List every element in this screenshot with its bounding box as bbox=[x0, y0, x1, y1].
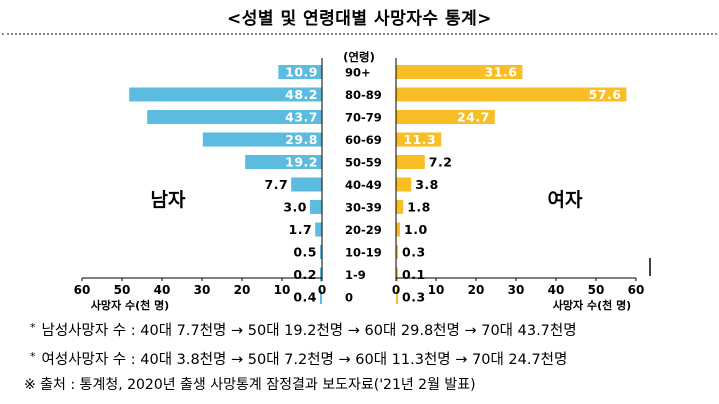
male-value-label: 19.2 bbox=[285, 155, 318, 170]
male-value-label: 3.0 bbox=[283, 200, 307, 215]
left-axis-tick-label: 50 bbox=[114, 283, 131, 297]
male-value-label: 29.8 bbox=[285, 132, 318, 147]
female-bar bbox=[396, 87, 627, 102]
age-category-label: 20-29 bbox=[345, 223, 382, 237]
female-value-label: 7.2 bbox=[429, 155, 453, 170]
female-series-label: 여자 bbox=[548, 189, 583, 211]
male-value-label: 10.9 bbox=[285, 65, 318, 80]
male-note: * 남성사망자 수 : 40대 7.7천명 → 50대 19.2천명 → 60대 … bbox=[30, 319, 719, 340]
age-category-label: 90+ bbox=[345, 66, 371, 80]
male-bar bbox=[147, 110, 322, 124]
male-bar bbox=[291, 177, 322, 192]
male-value-label: 48.2 bbox=[285, 87, 318, 102]
male-value-label: 7.7 bbox=[265, 177, 289, 192]
female-value-label: 0.3 bbox=[402, 245, 426, 260]
male-bar bbox=[320, 267, 322, 282]
male-bar bbox=[245, 155, 322, 169]
age-header: (연령) bbox=[343, 50, 375, 64]
female-bar bbox=[396, 110, 495, 124]
left-axis-tick-label: 10 bbox=[274, 283, 291, 297]
male-value-label: 0.2 bbox=[293, 267, 317, 282]
female-bar bbox=[396, 65, 523, 79]
female-value-label: 1.8 bbox=[407, 200, 431, 215]
female-bar bbox=[396, 222, 400, 237]
source-note: ※ 출처 : 통계청, 2020년 출생 사망통계 잠정결과 보도자료('21년… bbox=[24, 377, 476, 393]
male-value-label: 0.4 bbox=[293, 290, 317, 305]
right-axis-tick-label: 10 bbox=[428, 283, 445, 297]
chart-title: <성별 및 연령대별 사망자수 통계> bbox=[227, 9, 492, 29]
female-bar bbox=[396, 245, 398, 259]
female-bar bbox=[396, 155, 425, 169]
right-axis-tick-label: 60 bbox=[628, 283, 645, 297]
female-value-label: 57.6 bbox=[589, 87, 622, 102]
female-bar bbox=[396, 132, 442, 147]
age-category-label: 80-89 bbox=[345, 88, 382, 102]
female-bar bbox=[396, 267, 398, 282]
male-value-label: 1.7 bbox=[289, 222, 313, 237]
left-axis-tick-label: 40 bbox=[154, 283, 171, 297]
dotted-divider bbox=[2, 33, 717, 35]
male-note-bullet: * bbox=[30, 321, 36, 334]
male-series-label: 남자 bbox=[151, 189, 186, 211]
female-value-label: 1.0 bbox=[404, 222, 428, 237]
female-value-label: 31.6 bbox=[485, 65, 518, 80]
age-category-label: 0 bbox=[345, 291, 353, 305]
female-value-label: 0.1 bbox=[402, 267, 426, 282]
right-axis-tick-label: 40 bbox=[548, 283, 565, 297]
female-bar bbox=[396, 290, 398, 304]
left-axis-title: 사망자 수(천 명) bbox=[91, 298, 169, 312]
female-note-bullet: * bbox=[30, 350, 36, 363]
age-category-label: 50-59 bbox=[345, 156, 382, 170]
left-axis-tick-label: 30 bbox=[194, 283, 211, 297]
male-bar bbox=[310, 200, 322, 214]
male-bar bbox=[320, 245, 322, 259]
male-bar bbox=[278, 65, 322, 79]
male-note-text: 남성사망자 수 : 40대 7.7천명 → 50대 19.2천명 → 60대 2… bbox=[41, 323, 577, 339]
female-value-label: 24.7 bbox=[457, 110, 490, 125]
right-axis-tick-label: 50 bbox=[588, 283, 605, 297]
age-category-label: 1-9 bbox=[345, 268, 366, 282]
age-category-label: 40-49 bbox=[345, 178, 382, 192]
age-category-label: 60-69 bbox=[345, 133, 382, 147]
left-axis-tick-label: 20 bbox=[234, 283, 251, 297]
male-value-label: 43.7 bbox=[285, 110, 318, 125]
male-value-label: 0.5 bbox=[293, 245, 317, 260]
female-value-label: 3.8 bbox=[415, 177, 439, 192]
male-bar bbox=[320, 290, 322, 304]
male-bar bbox=[129, 87, 322, 102]
female-value-label: 11.3 bbox=[403, 132, 436, 147]
right-axis-tick-label: 0 bbox=[392, 283, 400, 297]
female-bar bbox=[396, 177, 412, 192]
female-note: * 여성사망자 수 : 40대 3.8천명 → 50대 7.2천명 → 60대 1… bbox=[30, 348, 719, 369]
age-category-label: 30-39 bbox=[345, 201, 382, 215]
left-axis-tick-label: 60 bbox=[74, 283, 91, 297]
left-axis-tick-label: 0 bbox=[318, 283, 326, 297]
male-bar bbox=[315, 222, 322, 237]
butterfly-chart: (연령) 10.9 31.6 90+ 48.2 57.6 80-89 43.7 24.7 70-7… bbox=[74, 50, 651, 312]
right-axis-tick-label: 30 bbox=[508, 283, 525, 297]
right-axis-title: 사망자 수(천 명) bbox=[553, 298, 631, 312]
female-bar bbox=[396, 200, 404, 214]
female-value-label: 0.3 bbox=[402, 290, 426, 305]
age-category-label: 10-19 bbox=[345, 246, 382, 260]
male-bar bbox=[202, 132, 322, 147]
age-category-label: 70-79 bbox=[345, 111, 382, 125]
right-axis-tick-label: 20 bbox=[468, 283, 485, 297]
female-note-text: 여성사망자 수 : 40대 3.8천명 → 50대 7.2천명 → 60대 11… bbox=[41, 352, 568, 368]
